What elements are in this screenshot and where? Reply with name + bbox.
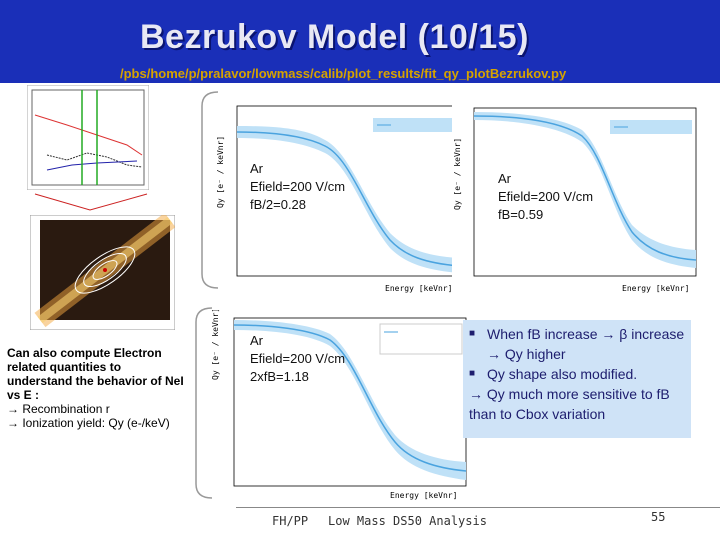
- page-number: 55: [651, 510, 666, 524]
- bullet-text: → Qy much more sensitive to fB than to C…: [469, 386, 670, 422]
- plot2-label-line: Efield=200 V/cm: [498, 189, 594, 204]
- note-line: → Recombination r: [7, 402, 110, 416]
- plot2-label: Ar Efield=200 V/cm fB=0.59: [498, 170, 593, 224]
- plot3-label-line: Ar: [250, 333, 263, 348]
- qy-plot-3: Qy [e⁻ / keVnr] Energy [keVnr]: [210, 310, 472, 500]
- footer-divider: [236, 507, 720, 508]
- plot1-ylabel: Qy [e⁻ / keVnr]: [216, 136, 225, 208]
- bracket-bottom: [195, 307, 213, 499]
- note-line: → Ionization yield: Qy (e-/keV): [7, 416, 170, 430]
- left-thumbnail-fit: [27, 85, 149, 190]
- left-thumbnail-curve: [34, 193, 148, 211]
- plot1-label-line: fB/2=0.28: [250, 197, 307, 212]
- conclusion-box: ■ When fB increase → β increase → Qy high…: [463, 320, 691, 438]
- plot2-label-line: Ar: [498, 171, 511, 186]
- plot2-ylabel: Qy [e⁻ / keVnr]: [453, 138, 462, 210]
- left-thumbnail-contour: [30, 215, 175, 330]
- note-bold: Can also compute Electron related quanti…: [7, 346, 184, 402]
- plot1-label-line: Ar: [250, 161, 263, 176]
- plot1-xlabel: Energy [keVnr]: [385, 284, 452, 293]
- bracket-top: [201, 91, 219, 289]
- plot3-ylabel: Qy [e⁻ / keVnr]: [211, 310, 220, 380]
- plot1-label: Ar Efield=200 V/cm fB/2=0.28: [250, 160, 345, 214]
- footer-title: Low Mass DS50 Analysis: [328, 514, 487, 528]
- script-path: /pbs/home/p/pralavor/lowmass/calib/plot_…: [120, 66, 567, 81]
- qy-plot-2: Qy [e⁻ / keVnr] Energy [keVnr]: [452, 100, 702, 298]
- plot2-label-line: fB=0.59: [498, 207, 544, 222]
- slide-title: Bezrukov Model (10/15): [140, 18, 529, 56]
- plot3-label-line: 2xfB=1.18: [250, 369, 309, 384]
- bullet-item: → Qy much more sensitive to fB than to C…: [469, 384, 685, 424]
- left-note: Can also compute Electron related quanti…: [7, 346, 187, 430]
- qy-plot-1: Qy [e⁻ / keVnr] Energy [keVnr]: [215, 98, 465, 298]
- plot3-label: Ar Efield=200 V/cm 2xfB=1.18: [250, 332, 345, 386]
- header-band: [0, 0, 720, 83]
- square-bullet-icon: ■: [469, 368, 476, 379]
- bullet-text: Qy shape also modified.: [487, 366, 638, 382]
- plot1-label-line: Efield=200 V/cm: [250, 179, 346, 194]
- bullet-item: ■ When fB increase → β increase → Qy high…: [469, 324, 685, 364]
- plot2-xlabel: Energy [keVnr]: [622, 284, 689, 293]
- plot3-label-line: Efield=200 V/cm: [250, 351, 346, 366]
- plot3-xlabel: Energy [keVnr]: [390, 491, 457, 500]
- square-bullet-icon: ■: [469, 328, 476, 339]
- footer-left: FH/PP: [272, 514, 309, 528]
- bullet-text: When fB increase → β increase → Qy highe…: [487, 326, 685, 362]
- bullet-item: ■ Qy shape also modified.: [469, 364, 685, 384]
